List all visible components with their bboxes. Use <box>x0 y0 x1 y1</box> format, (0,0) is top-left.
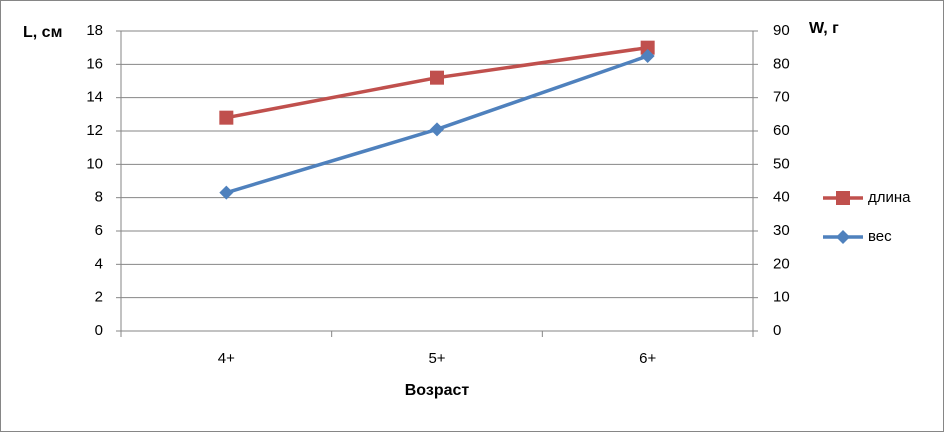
data-point <box>430 70 444 85</box>
y2-tick-label: 10 <box>773 289 790 306</box>
y2-tick-label: 90 <box>773 22 790 39</box>
y-tick-label: 2 <box>95 289 103 306</box>
legend-label: вес <box>868 228 892 245</box>
y2-tick-label: 0 <box>773 322 781 339</box>
data-point <box>640 49 655 63</box>
y2-tick-label: 60 <box>773 122 790 139</box>
y2-tick-label: 50 <box>773 155 790 172</box>
y-tick-label: 14 <box>86 89 103 106</box>
x-tick-label: 6+ <box>639 350 656 367</box>
y-tick-label: 10 <box>86 155 103 172</box>
y2-tick-label: 40 <box>773 189 790 206</box>
y-tick-label: 8 <box>95 189 103 206</box>
x-tick-label: 4+ <box>218 350 235 367</box>
y-tick-label: 18 <box>86 22 103 39</box>
y-tick-label: 0 <box>95 322 103 339</box>
y-tick-label: 4 <box>95 255 103 272</box>
y2-tick-label: 20 <box>773 255 790 272</box>
y2-axis-title: W, г <box>809 20 839 37</box>
data-point <box>640 40 655 55</box>
legend-marker <box>836 191 850 205</box>
y2-tick-label: 80 <box>773 55 790 72</box>
legend-marker <box>836 230 850 244</box>
x-axis-title: Возраст <box>405 382 470 399</box>
y2-tick-label: 30 <box>773 222 790 239</box>
data-point <box>430 122 444 137</box>
data-point <box>219 110 234 125</box>
y-tick-label: 16 <box>86 55 103 72</box>
data-point <box>219 185 234 200</box>
legend-label: длина <box>868 189 911 206</box>
y-tick-label: 12 <box>86 122 103 139</box>
y-axis-title: L, см <box>23 24 62 41</box>
x-tick-label: 5+ <box>428 350 445 367</box>
y-tick-label: 6 <box>95 222 103 239</box>
y2-tick-label: 70 <box>773 89 790 106</box>
